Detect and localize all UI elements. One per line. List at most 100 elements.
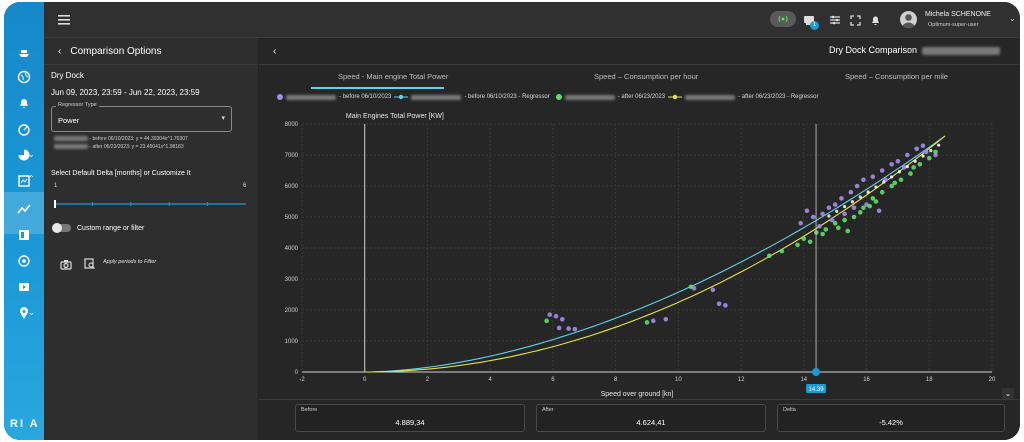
data-point-after[interactable] — [879, 189, 885, 195]
data-point-after[interactable] — [889, 183, 894, 189]
data-point-after[interactable] — [688, 284, 694, 290]
data-point-after[interactable] — [898, 177, 904, 183]
data-point-before[interactable] — [923, 149, 929, 155]
gauge-icon[interactable] — [13, 120, 35, 138]
data-point-after[interactable] — [873, 199, 879, 204]
data-point-after[interactable] — [544, 318, 549, 324]
connection-status-pill[interactable] — [770, 11, 796, 27]
pie-chart-icon[interactable] — [13, 146, 35, 164]
tab-consumption-hour[interactable]: Speed – Consumption per hour — [594, 72, 699, 81]
data-point-before[interactable] — [895, 158, 901, 164]
data-point-before[interactable] — [723, 303, 728, 308]
data-point-after[interactable] — [933, 149, 938, 155]
data-point-after[interactable] — [851, 214, 857, 220]
delta-slider-thumb[interactable] — [54, 200, 56, 208]
compare-icon[interactable] — [13, 226, 35, 244]
data-point-before[interactable] — [842, 211, 847, 217]
data-point-after[interactable] — [861, 205, 866, 210]
data-point-before[interactable] — [553, 313, 559, 319]
data-point-before[interactable] — [848, 189, 854, 195]
data-point-after[interactable] — [911, 165, 916, 170]
collapse-chevron-icon[interactable]: ‹ — [273, 45, 277, 57]
data-point-before[interactable] — [716, 301, 722, 307]
avatar[interactable] — [900, 11, 917, 28]
data-point-before[interactable] — [879, 168, 885, 173]
media-icon[interactable] — [13, 278, 35, 296]
fullscreen-icon[interactable] — [850, 13, 861, 31]
scroll-down-icon[interactable]: ⌄ — [1002, 388, 1014, 400]
bell-icon[interactable] — [13, 94, 35, 112]
data-point-after[interactable] — [926, 155, 932, 161]
back-chevron-icon[interactable]: ‹ — [58, 45, 62, 57]
data-point-before[interactable] — [566, 326, 571, 331]
data-point-before[interactable] — [861, 177, 866, 183]
data-point-after[interactable] — [842, 217, 847, 223]
data-point-before[interactable] — [710, 287, 716, 293]
data-point-before[interactable] — [829, 217, 835, 223]
custom-range-toggle[interactable] — [52, 223, 71, 233]
data-point-after[interactable] — [779, 248, 785, 254]
target-icon[interactable] — [13, 252, 35, 270]
ship-icon[interactable] — [13, 43, 35, 61]
data-point-before[interactable] — [804, 208, 810, 214]
data-point-before[interactable] — [817, 224, 822, 229]
data-point-after[interactable] — [795, 242, 800, 248]
data-point-before[interactable] — [914, 146, 920, 152]
globe-icon[interactable] — [13, 68, 35, 86]
apply-filter-icon[interactable] — [84, 256, 95, 274]
data-point-after[interactable] — [820, 231, 825, 237]
data-point-after[interactable] — [644, 320, 650, 325]
delta-slider[interactable] — [54, 195, 246, 208]
data-point-before[interactable] — [826, 205, 832, 210]
data-point-before[interactable] — [810, 214, 816, 220]
data-point-before[interactable] — [798, 220, 803, 226]
tab-speed-power[interactable]: Speed - Main engine Total Power — [338, 72, 449, 81]
menu-icon[interactable] — [58, 12, 70, 30]
tab-consumption-mile[interactable]: Speed – Consumption per mile — [845, 72, 948, 81]
data-point-before[interactable] — [920, 143, 926, 148]
data-point-before[interactable] — [854, 183, 860, 189]
data-point-before[interactable] — [663, 317, 669, 322]
data-point-after[interactable] — [870, 196, 876, 201]
data-point-after[interactable] — [867, 203, 872, 209]
data-point-before[interactable] — [832, 202, 838, 207]
legend-after[interactable]: - after 06/23/2023 — [617, 94, 666, 100]
data-point-after[interactable] — [892, 180, 898, 186]
data-point-after[interactable] — [807, 239, 813, 245]
regressor-type-select[interactable]: Regressor Type Power ▾ — [51, 102, 232, 132]
data-point-before[interactable] — [905, 152, 910, 158]
data-point-after[interactable] — [832, 220, 838, 226]
data-point-before[interactable] — [572, 326, 578, 332]
data-point-before[interactable] — [901, 165, 907, 170]
data-point-before[interactable] — [870, 174, 876, 179]
data-point-before[interactable] — [547, 312, 553, 317]
camera-icon[interactable] — [60, 257, 72, 275]
bell-icon[interactable] — [870, 13, 881, 31]
legend-before[interactable]: - before 06/10/2023 — [339, 94, 392, 100]
data-point-after[interactable] — [845, 228, 851, 234]
report-icon[interactable] — [13, 172, 35, 190]
legend-before-reg[interactable]: - before 06/10/2023 - Regressor — [464, 94, 550, 100]
apply-periods-label[interactable]: Apply periods to Filter — [103, 259, 157, 265]
data-point-after[interactable] — [857, 210, 863, 215]
data-point-after[interactable] — [801, 236, 807, 241]
data-point-before[interactable] — [851, 205, 857, 210]
data-point-after[interactable] — [767, 253, 772, 259]
location-pin-icon[interactable] — [13, 304, 35, 322]
data-point-before[interactable] — [876, 208, 882, 214]
data-point-before[interactable] — [556, 325, 562, 331]
data-point-before[interactable] — [889, 162, 894, 167]
data-point-before[interactable] — [839, 196, 844, 201]
tune-icon[interactable] — [829, 13, 841, 31]
data-point-after[interactable] — [836, 225, 841, 231]
data-point-before[interactable] — [560, 317, 565, 322]
cursor-handle[interactable] — [812, 368, 821, 376]
user-menu-chevron-icon[interactable]: ⌄ — [1009, 14, 1016, 23]
data-point-before[interactable] — [650, 318, 656, 324]
trend-icon[interactable] — [13, 200, 35, 218]
data-point-after[interactable] — [823, 227, 829, 232]
data-point-before[interactable] — [820, 211, 825, 217]
data-point-after[interactable] — [917, 162, 923, 167]
data-point-after[interactable] — [908, 171, 913, 176]
